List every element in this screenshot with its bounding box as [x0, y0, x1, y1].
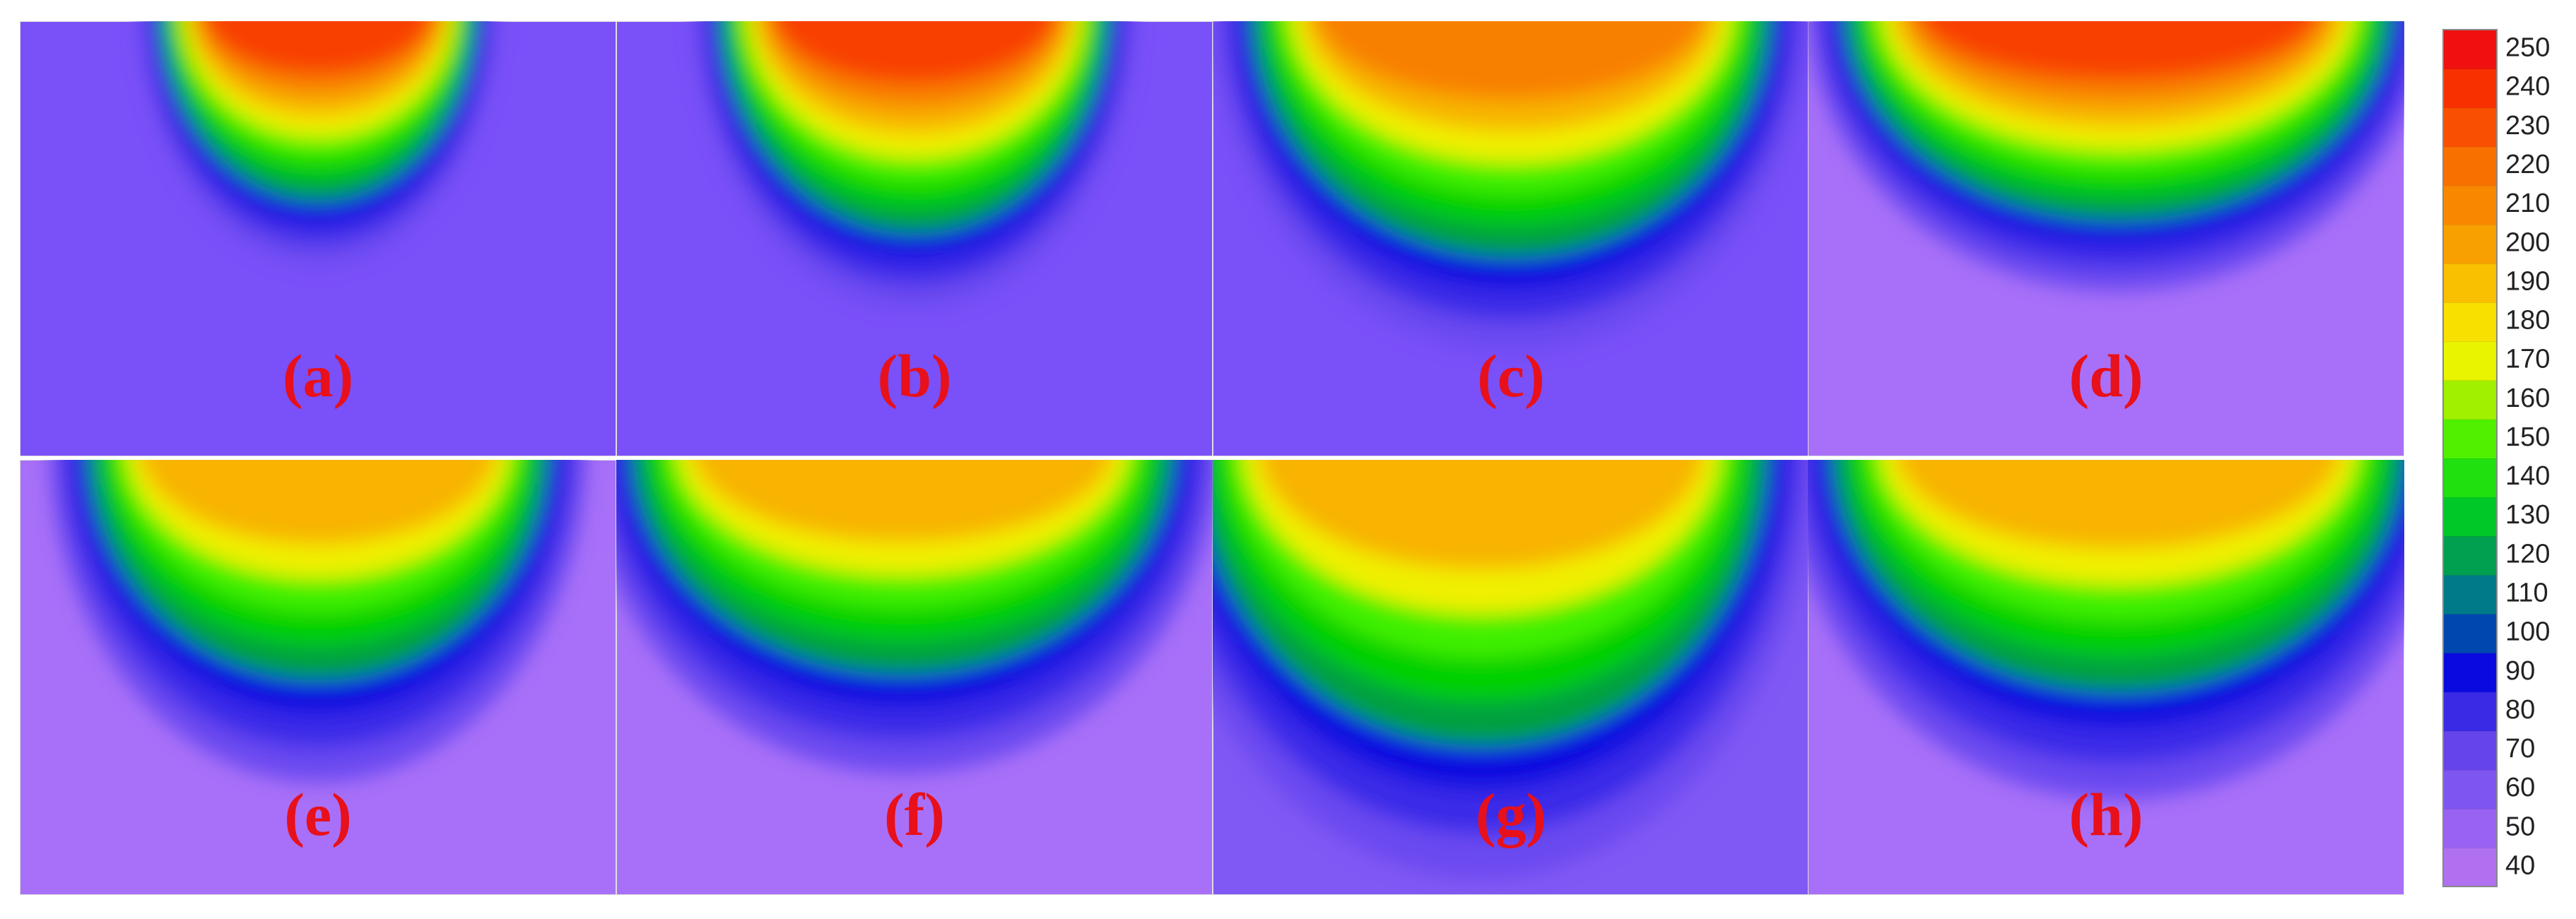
- contour-band: [774, 21, 1055, 84]
- colorbar-band: [2443, 574, 2497, 615]
- colorbar-band: [2443, 614, 2497, 653]
- contour-band: [1259, 460, 1703, 570]
- colorbar-band: [2443, 458, 2497, 498]
- colorbar-tick-label: 40: [2505, 850, 2535, 880]
- contour-field: [1808, 21, 2404, 291]
- colorbar-band: [2443, 107, 2497, 147]
- contour-field: [1213, 21, 1809, 352]
- colorbar-band: [2443, 419, 2497, 458]
- panel-label: (d): [2069, 342, 2143, 410]
- colorbar-tick-label: 240: [2505, 72, 2550, 102]
- contour-panel: [616, 21, 1213, 456]
- contour-panel: [1808, 21, 2404, 456]
- colorbar-band: [2443, 263, 2497, 303]
- contour-field: [616, 460, 1213, 773]
- contour-panel: [1213, 460, 1809, 895]
- colorbar-tick-label: 150: [2505, 422, 2550, 452]
- panel-label: (b): [877, 342, 951, 410]
- panel-label: (h): [2069, 781, 2143, 848]
- panel-label: (g): [1476, 781, 1546, 848]
- contour-band: [204, 21, 432, 74]
- contour-field: [49, 460, 587, 782]
- colorbar-band: [2443, 380, 2497, 420]
- colorbar-tick-label: 70: [2505, 734, 2535, 764]
- colorbar-tick-label: 100: [2505, 617, 2550, 647]
- panel-label: (f): [884, 781, 945, 848]
- colorbar-frame: [2442, 29, 2498, 887]
- colorbar-tick-label: 110: [2505, 579, 2548, 608]
- colorbar-band: [2443, 302, 2497, 342]
- colorbar-tick-label: 210: [2505, 189, 2550, 218]
- colorbar-tick-label: 130: [2505, 500, 2550, 530]
- colorbar-tick-label: 140: [2505, 461, 2550, 491]
- contour-panel: [1213, 21, 1809, 456]
- colorbar-band: [2443, 30, 2497, 69]
- contour-field: [1213, 460, 1809, 878]
- contour-band: [1896, 460, 2339, 550]
- contour-band: [693, 460, 1112, 542]
- contour-field: [139, 21, 497, 265]
- colorbar-tick-label: 170: [2505, 345, 2550, 374]
- panel-label: (c): [1477, 342, 1544, 410]
- colorbar-tick-label: 120: [2505, 539, 2550, 569]
- contour-field: [694, 21, 1135, 309]
- colorbar-tick-label: 160: [2505, 384, 2550, 413]
- colorbar-tick-label: 50: [2505, 812, 2535, 841]
- colorbar-band: [2443, 497, 2497, 537]
- colorbar-band: [2443, 847, 2497, 887]
- colorbar-band: [2443, 730, 2497, 771]
- colorbar-band: [2443, 224, 2497, 264]
- colorbar-tick-label: 200: [2505, 227, 2550, 257]
- contour-field: [1808, 460, 2404, 800]
- contour-band: [1317, 21, 1705, 100]
- panel-label: (e): [284, 781, 351, 848]
- colorbar-band: [2443, 69, 2497, 108]
- panel-label: (a): [283, 342, 353, 410]
- contour-panel: [20, 460, 616, 895]
- colorbar-band: [2443, 653, 2497, 692]
- contour-band: [1921, 21, 2315, 80]
- colorbar-tick-label: 180: [2505, 306, 2550, 336]
- contour-panel: [1808, 460, 2404, 895]
- colorbar-tick-label: 60: [2505, 773, 2535, 802]
- colorbar-band: [2443, 341, 2497, 381]
- colorbar-tick-label: 190: [2505, 266, 2550, 296]
- colorbar-tick-label: 220: [2505, 150, 2550, 179]
- colorbar-band: [2443, 808, 2497, 848]
- colorbar-band: [2443, 692, 2497, 731]
- contour-panel: [616, 460, 1213, 895]
- colorbar-tick-label: 90: [2505, 656, 2535, 686]
- colorbar-band: [2443, 535, 2497, 576]
- contour-band: [140, 460, 496, 545]
- colorbar-band: [2443, 769, 2497, 810]
- colorbar-band: [2443, 146, 2497, 186]
- contour-panel: [20, 21, 616, 456]
- colorbar-tick-label: 80: [2505, 695, 2535, 725]
- colorbar-tick-label: 250: [2505, 33, 2550, 63]
- colorbar-tick-label: 230: [2505, 111, 2550, 141]
- colorbar-band: [2443, 185, 2497, 225]
